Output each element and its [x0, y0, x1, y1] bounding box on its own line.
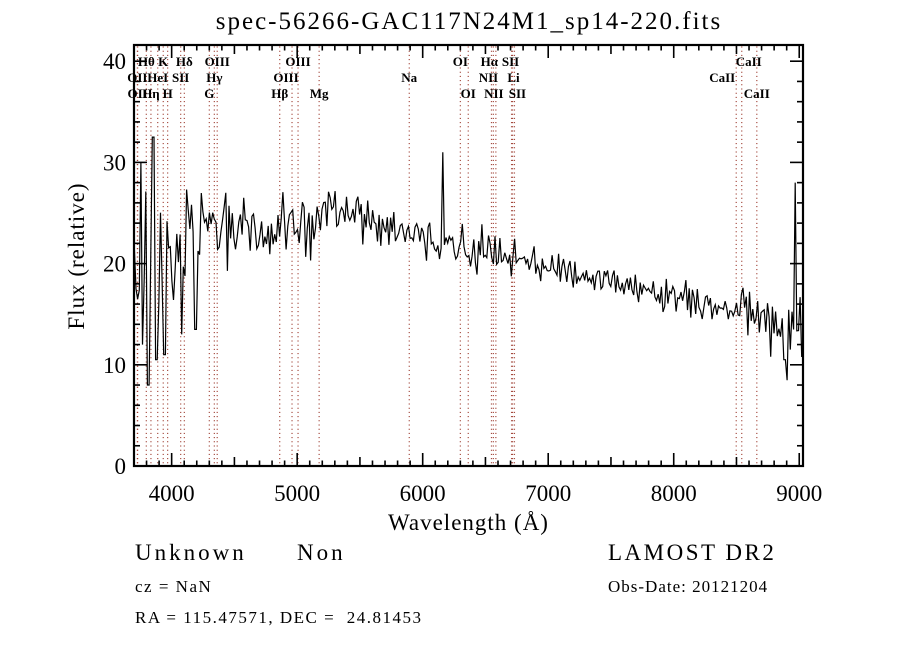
- spectrum-line: [133, 136, 803, 386]
- spectral-line-label: OIII: [205, 54, 230, 69]
- spectral-line-label: OII: [128, 86, 148, 101]
- spectral-line-label: CaII: [744, 86, 770, 101]
- class-label: Unknown: [135, 540, 247, 565]
- radec-label: RA = 115.47571, DEC = 24.81453: [135, 608, 423, 627]
- spectral-line-label: Na: [401, 70, 417, 85]
- y-axis-label: Flux (relative): [64, 182, 89, 329]
- spectral-line-label: SII: [172, 70, 189, 85]
- spectral-line-label: Hθ: [138, 54, 155, 69]
- spectral-line-label: K: [158, 54, 169, 69]
- spectral-line-label: Hγ: [206, 70, 222, 85]
- spectral-line-label: CaII: [709, 70, 735, 85]
- y-tick-label: 10: [103, 353, 126, 378]
- spectral-line-label: OI: [461, 86, 476, 101]
- plot-title: spec-56266-GAC117N24M1_sp14-220.fits: [215, 8, 723, 35]
- spectral-line-label: Hβ: [271, 86, 288, 101]
- spectral-line-label: Hη: [142, 86, 160, 101]
- x-tick-label: 6000: [400, 481, 446, 506]
- spectral-line-label: NII: [484, 86, 504, 101]
- spectral-line-label: OI: [453, 54, 468, 69]
- x-tick-label: 8000: [651, 481, 697, 506]
- spectrum-plot: 4000 5000 6000 7000 8000 9000 0 10 20 30 40 Wavelen…: [64, 43, 822, 535]
- obsdate-label: Obs-Date: 20121204: [608, 577, 769, 596]
- plot-box: [132, 43, 805, 468]
- spectral-line-label: CaII: [736, 54, 762, 69]
- spectral-line-label: HeI: [147, 70, 168, 85]
- x-tick-label: 7000: [525, 481, 571, 506]
- y-tick-label: 0: [115, 454, 127, 479]
- spectral-line-label: Mg: [310, 86, 329, 101]
- spectral-line-label: OIII: [285, 54, 310, 69]
- x-tick-label: 9000: [776, 481, 822, 506]
- spectral-line-label: OII: [127, 70, 147, 85]
- spectral-line-label: Li: [507, 70, 520, 85]
- spectral-line-label: H: [163, 86, 173, 101]
- spectral-line-label: Hδ: [176, 54, 193, 69]
- cz-label: cz = NaN: [135, 577, 213, 596]
- spectral-line-label: G: [204, 86, 214, 101]
- spectral-line-label: SII: [502, 54, 519, 69]
- spectral-line-label: NII: [479, 70, 499, 85]
- spectral-line-label: SII: [509, 86, 526, 101]
- x-tick-label: 4000: [149, 481, 195, 506]
- y-tick-label: 20: [103, 252, 126, 277]
- spectral-line-label: Hα: [481, 54, 499, 69]
- spectral-line-label: OIII: [273, 70, 298, 85]
- x-axis-label: Wavelength (Å): [388, 510, 549, 535]
- y-tick-label: 40: [103, 49, 126, 74]
- survey-label: LAMOST DR2: [608, 540, 777, 565]
- x-tick-label: 5000: [274, 481, 320, 506]
- subclass-label: Non: [297, 540, 346, 565]
- y-tick-label: 30: [103, 150, 126, 175]
